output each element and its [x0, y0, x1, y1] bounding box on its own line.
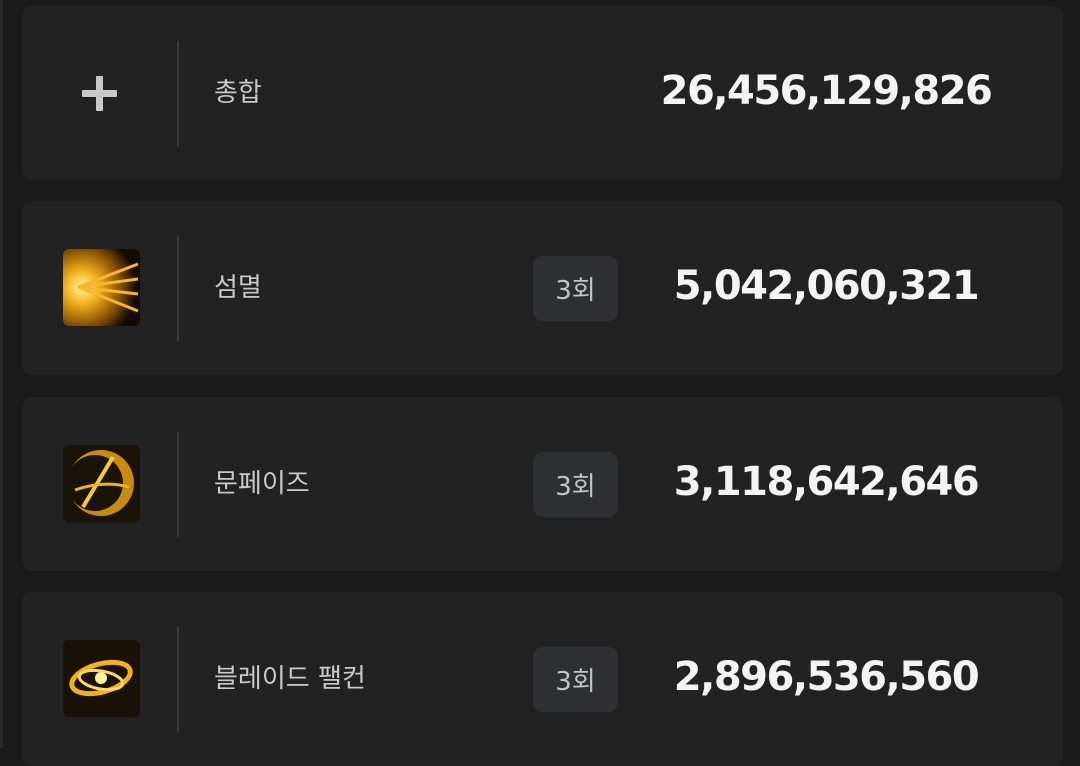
divider [177, 432, 179, 537]
total-row: 총합 26,456,129,826 [22, 6, 1063, 180]
blade-falcon-skill-icon [63, 640, 140, 717]
hit-count-badge: 3회 [533, 256, 618, 321]
skill-name: 섬멸 [214, 273, 262, 303]
skill-row: 문페이즈 3회 3,118,642,646 [22, 397, 1063, 571]
divider [177, 627, 179, 732]
total-value: 26,456,129,826 [660, 68, 993, 114]
hit-count-badge: 3회 [533, 452, 618, 517]
total-label: 총합 [214, 78, 262, 108]
skill-damage: 5,042,060,321 [673, 263, 980, 309]
left-edge [0, 0, 3, 748]
divider [177, 41, 179, 146]
skill-row: 섬멸 3회 5,042,060,321 [22, 201, 1063, 375]
hit-count-badge: 3회 [533, 647, 618, 712]
skill-name: 블레이드 팰컨 [214, 664, 366, 694]
moon-phase-skill-icon [63, 445, 140, 522]
skill-damage: 2,896,536,560 [673, 654, 980, 700]
burst-skill-icon [63, 249, 140, 326]
plus-icon [82, 76, 117, 111]
skill-name: 문페이즈 [214, 469, 310, 499]
skill-damage: 3,118,642,646 [673, 459, 980, 505]
skill-row: 블레이드 팰컨 3회 2,896,536,560 [22, 592, 1063, 766]
divider [177, 236, 179, 341]
